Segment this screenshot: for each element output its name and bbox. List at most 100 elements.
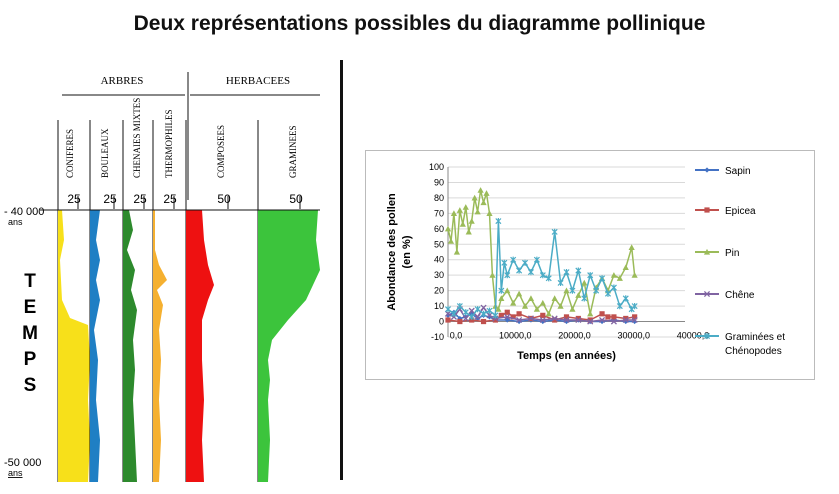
data-point — [516, 311, 522, 317]
data-point — [539, 299, 546, 306]
data-point — [551, 315, 558, 322]
bottom-age: -50 000 — [4, 457, 41, 469]
series-pin — [444, 187, 638, 317]
data-point — [444, 225, 452, 232]
data-point — [545, 310, 552, 317]
group-label: ARBRES — [101, 75, 144, 87]
y-tick-label: 60 — [434, 224, 444, 234]
series-line — [447, 190, 636, 316]
data-point — [563, 268, 570, 276]
data-point — [622, 264, 629, 271]
pollen-diagram: ARBRES HERBACEES CONIFERES 25 BOULEAUX 25 CHEN… — [4, 72, 320, 482]
axis-letter: T — [24, 271, 36, 292]
legend-label: Chêne — [725, 290, 755, 301]
data-point — [474, 306, 481, 313]
line-chart: -10 0 10 20 30 40 50 60 70 80 90 100 0,0 10000,0 20000… — [365, 150, 815, 380]
data-point — [480, 318, 487, 325]
data-point — [492, 312, 499, 319]
data-point — [599, 275, 606, 282]
x-tick-label: 30000,0 — [617, 331, 650, 341]
data-point — [495, 306, 502, 312]
y-axis-title: Abondance des pollen — [386, 193, 398, 311]
data-point — [486, 307, 493, 314]
y-tick-label: 20 — [434, 286, 444, 296]
data-point — [703, 290, 711, 298]
scale-label: 25 — [67, 192, 81, 206]
data-point — [468, 307, 475, 314]
data-point — [545, 275, 552, 282]
data-point — [533, 256, 540, 263]
data-point — [569, 306, 576, 312]
top-age-unit: ans — [8, 217, 23, 227]
legend-label: Graminées et — [725, 332, 785, 343]
column-label: THERMOPHILES — [164, 109, 174, 178]
top-age: - 40 000 — [4, 206, 44, 218]
data-point — [504, 309, 510, 315]
chart-frame — [365, 150, 815, 380]
scale-label: 25 — [163, 192, 177, 206]
data-point — [486, 312, 493, 319]
data-point — [459, 221, 466, 227]
bottom-age-unit: ans — [8, 468, 23, 478]
divider-line — [340, 60, 343, 480]
data-point — [474, 208, 481, 215]
x-tick-label: 10000,0 — [499, 331, 532, 341]
data-point — [605, 314, 611, 320]
data-point — [628, 244, 635, 250]
data-point — [704, 207, 710, 213]
data-point — [539, 272, 546, 279]
data-point — [510, 314, 516, 320]
data-point — [703, 248, 711, 255]
axis-letter: M — [22, 323, 38, 344]
data-point — [575, 292, 582, 298]
data-point — [492, 317, 498, 323]
y-tick-label: 30 — [434, 270, 444, 280]
data-point — [457, 318, 463, 325]
column-label: COMPOSEES — [216, 125, 226, 178]
data-point — [632, 318, 638, 325]
data-point — [540, 312, 546, 318]
data-point — [527, 315, 535, 322]
y-tick-label: 50 — [434, 239, 444, 249]
data-point — [631, 316, 638, 324]
data-point — [483, 190, 490, 196]
data-point — [456, 207, 463, 213]
axis-letter: S — [24, 375, 37, 396]
data-point — [521, 302, 529, 309]
data-point — [504, 272, 511, 279]
data-point — [498, 295, 505, 301]
data-point — [445, 317, 451, 323]
data-point — [522, 259, 529, 266]
data-point — [581, 295, 588, 302]
data-point — [610, 318, 617, 325]
data-point — [468, 313, 475, 321]
data-point — [703, 332, 711, 340]
data-point — [598, 316, 606, 324]
pollen-curve — [186, 210, 214, 482]
data-point — [704, 167, 710, 173]
data-point — [445, 312, 451, 318]
group-label: HERBACEES — [226, 75, 290, 87]
data-point — [575, 315, 581, 322]
data-point — [498, 312, 504, 318]
data-point — [622, 316, 629, 324]
legend-label: Epicea — [725, 206, 756, 217]
legend-label: Pin — [725, 248, 739, 259]
data-point — [551, 295, 558, 301]
pollen-curve — [58, 210, 90, 482]
data-point — [575, 267, 582, 274]
data-point — [489, 272, 496, 278]
data-point — [462, 309, 469, 316]
y-tick-label: -10 — [431, 332, 444, 342]
series-graminées-et-chénopodes — [444, 217, 638, 321]
data-point — [516, 316, 523, 324]
data-point — [587, 318, 594, 325]
legend-label-line2: Chénopodes — [725, 346, 782, 357]
pollen-curve — [123, 210, 137, 482]
x-axis-title: Temps (en années) — [517, 350, 616, 362]
pollen-curve — [90, 210, 100, 482]
data-point — [593, 287, 600, 294]
data-point — [516, 290, 523, 297]
data-point — [631, 272, 638, 278]
axis-letter: P — [24, 349, 37, 370]
